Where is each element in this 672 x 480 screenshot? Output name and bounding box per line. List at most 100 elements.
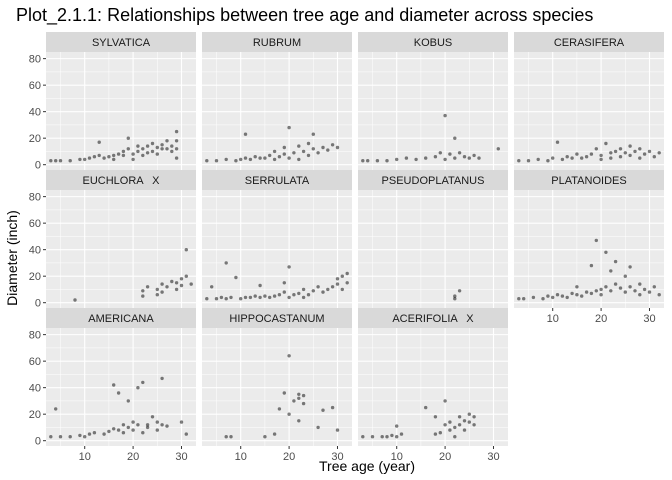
data-point: [321, 290, 325, 294]
data-point: [184, 432, 188, 436]
data-point: [287, 265, 291, 269]
data-point: [551, 156, 555, 160]
data-point: [97, 153, 101, 158]
data-point: [326, 287, 330, 292]
y-tick-label: 80: [29, 330, 41, 342]
data-point: [642, 287, 647, 292]
data-point: [589, 291, 594, 296]
data-point: [657, 151, 661, 155]
facet-strip-label: SYLVATICA: [92, 37, 151, 49]
data-point: [277, 407, 282, 411]
panel-background: [358, 328, 508, 446]
data-point: [438, 151, 442, 155]
data-point: [335, 277, 340, 281]
data-point: [263, 435, 267, 439]
data-point: [78, 157, 82, 162]
data-point: [541, 297, 545, 301]
data-point: [570, 291, 574, 296]
data-point: [647, 149, 652, 154]
panel-background: [202, 190, 352, 308]
facet-strip: [202, 308, 352, 328]
data-point: [453, 425, 457, 430]
data-point: [443, 423, 447, 427]
data-point: [121, 149, 126, 154]
data-point: [565, 295, 569, 300]
data-point: [253, 155, 257, 159]
data-point: [472, 423, 476, 427]
data-point: [210, 285, 214, 289]
y-tick-label: 60: [29, 356, 41, 368]
facet-cerasifera: CERASIFERA: [514, 32, 664, 170]
data-point: [453, 297, 457, 301]
data-point: [174, 139, 179, 143]
data-point: [467, 412, 471, 416]
data-point: [224, 435, 228, 439]
data-point: [345, 271, 349, 276]
data-point: [224, 157, 228, 162]
data-point: [287, 125, 291, 130]
facet-strip-label: RUBRUM: [253, 37, 301, 49]
y-tick-label: 20: [29, 409, 41, 421]
panel-background: [202, 328, 352, 446]
data-point: [618, 286, 623, 290]
data-point: [301, 295, 306, 300]
data-point: [258, 295, 262, 300]
data-point: [594, 289, 598, 293]
data-point: [141, 294, 145, 298]
facet-acerifolia-x: ACERIFOLIA X 10 20 30: [358, 308, 508, 463]
data-point: [526, 159, 531, 163]
chart-title: Plot_2.1.1: Relationships between tree a…: [16, 5, 593, 26]
data-point: [316, 425, 320, 430]
data-point: [170, 149, 174, 154]
data-point: [404, 156, 409, 160]
y-tick-label: 20: [29, 133, 41, 145]
facet-strip-label: KOBUS: [414, 37, 453, 49]
data-point: [599, 153, 603, 158]
data-point: [395, 157, 399, 162]
data-point: [174, 287, 179, 292]
data-point: [136, 386, 140, 390]
facet-strip: [202, 32, 352, 52]
data-point: [54, 407, 58, 411]
data-point: [116, 391, 121, 395]
data-point: [316, 151, 320, 155]
data-point: [287, 295, 291, 300]
facet-strip: [46, 170, 196, 190]
data-point: [560, 157, 565, 162]
data-point: [224, 261, 228, 265]
data-point: [531, 295, 536, 300]
data-point: [477, 156, 481, 160]
y-tick-label: 60: [29, 218, 41, 230]
data-point: [272, 432, 277, 436]
data-point: [633, 149, 637, 154]
data-point: [292, 293, 296, 297]
data-point: [472, 153, 476, 158]
data-point: [92, 431, 97, 435]
data-point: [282, 391, 286, 395]
data-point: [165, 424, 169, 428]
data-point: [170, 144, 174, 148]
data-point: [335, 428, 340, 432]
data-point: [243, 156, 248, 160]
x-tick-label: 10: [235, 451, 247, 463]
data-point: [272, 149, 277, 154]
data-point: [184, 274, 188, 278]
x-tick-label: 10: [79, 451, 91, 463]
data-point: [366, 159, 370, 163]
data-point: [453, 294, 457, 298]
y-tick-label: 0: [35, 160, 41, 172]
data-point: [49, 435, 53, 439]
data-point: [87, 432, 92, 436]
data-point: [618, 155, 623, 159]
data-point: [155, 152, 159, 156]
data-point: [628, 285, 632, 289]
data-point: [258, 283, 262, 288]
data-point: [517, 159, 521, 163]
data-point: [326, 148, 330, 152]
data-point: [141, 431, 145, 435]
y-tick-label: 80: [29, 192, 41, 204]
x-axis-title: Tree age (year): [319, 458, 415, 474]
data-point: [126, 136, 130, 140]
data-point: [609, 156, 613, 160]
